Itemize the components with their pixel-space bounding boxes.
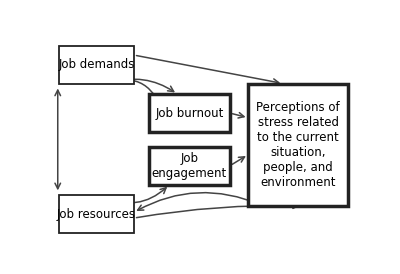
FancyBboxPatch shape — [149, 147, 230, 185]
Text: Perceptions of
stress related
to the current
situation,
people, and
environment: Perceptions of stress related to the cur… — [256, 101, 340, 189]
FancyBboxPatch shape — [248, 84, 348, 206]
FancyBboxPatch shape — [59, 195, 134, 233]
FancyBboxPatch shape — [59, 45, 134, 84]
Text: Job resources: Job resources — [57, 208, 136, 221]
Text: Job
engagement: Job engagement — [152, 152, 227, 180]
Text: Job burnout: Job burnout — [155, 107, 224, 119]
FancyBboxPatch shape — [149, 94, 230, 132]
Text: Job demands: Job demands — [58, 58, 135, 71]
